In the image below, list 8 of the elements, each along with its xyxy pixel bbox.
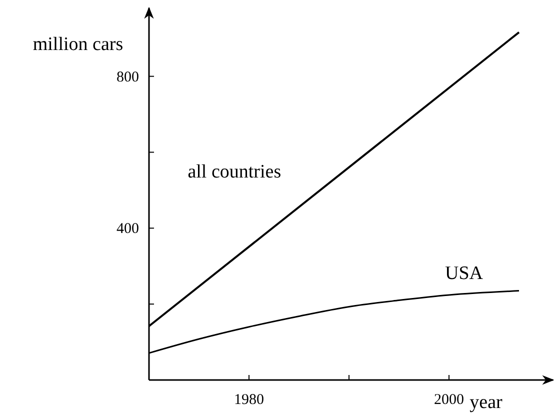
x-axis-title: year <box>470 392 504 413</box>
x-tick-label: 1980 <box>234 392 264 408</box>
x-tick-label: 2000 <box>434 392 464 408</box>
series-label: all countries <box>188 162 282 183</box>
series-label: USA <box>444 262 484 284</box>
y-tick-label: 800 <box>116 69 139 86</box>
y-tick-label: 400 <box>116 221 139 238</box>
y-axis-title: million cars <box>32 34 124 55</box>
